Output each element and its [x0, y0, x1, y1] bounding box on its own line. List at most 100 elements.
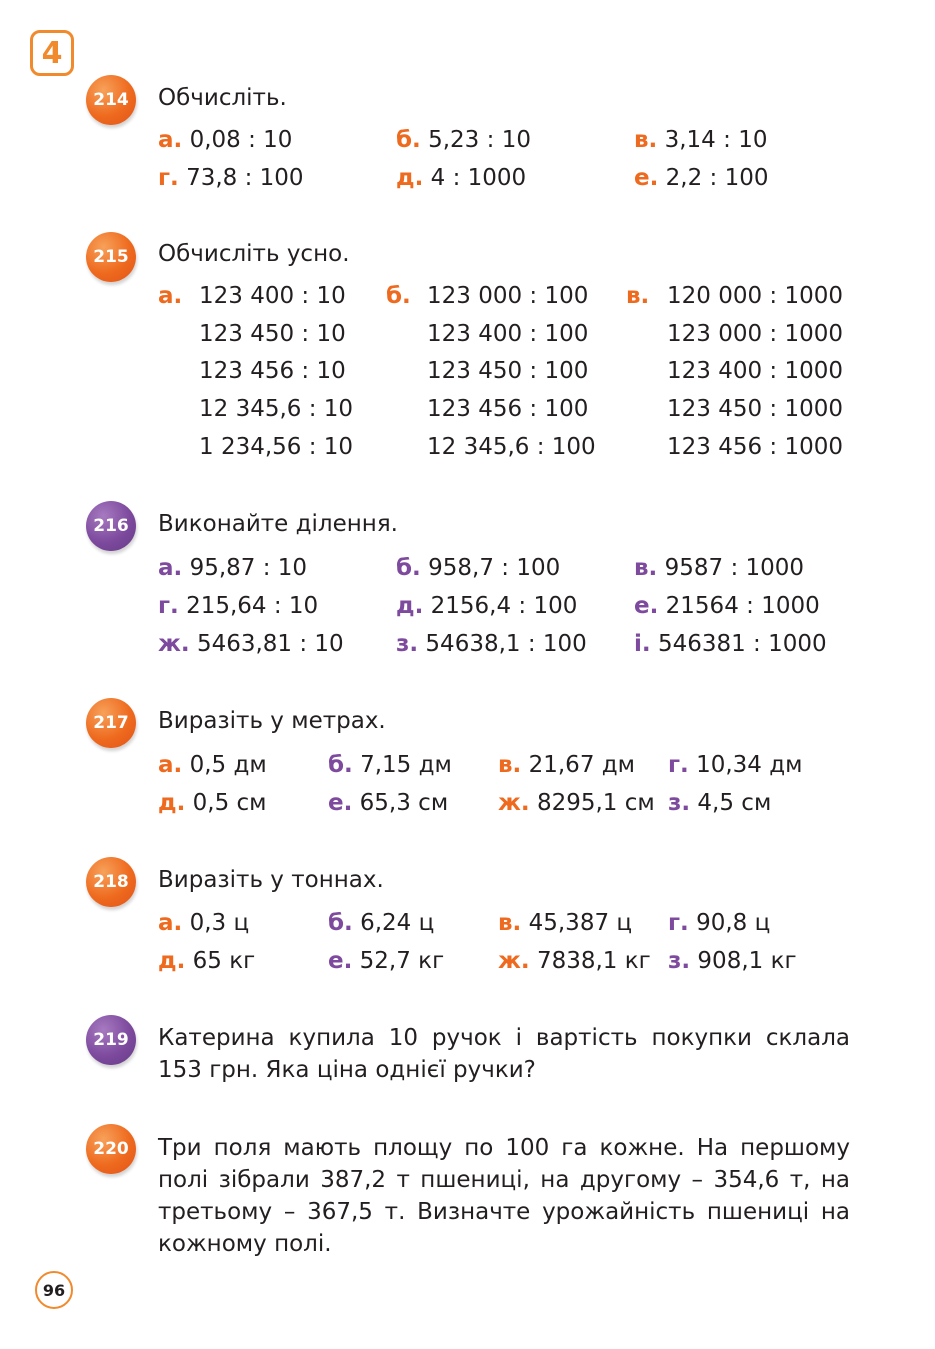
exercise-item: е. 2,2 : 100: [634, 163, 769, 193]
item-label: а.: [158, 910, 183, 936]
exercise-item: ж. 7838,1 кг: [498, 946, 651, 976]
item-expression: 958,7 : 100: [428, 555, 561, 581]
expression: 123 456 : 100: [427, 396, 589, 422]
item-expression: 0,08 : 10: [189, 127, 293, 153]
column-label: б.: [386, 283, 411, 309]
item-label: а.: [158, 555, 183, 581]
exercise-item: д. 0,5 см: [158, 788, 267, 818]
expression: 123 400 : 1000: [667, 358, 844, 384]
exercise-title: Виконайте ділення.: [158, 511, 398, 537]
item-expression: 65 кг: [192, 948, 256, 974]
exercise-item: г. 10,34 дм: [668, 750, 803, 780]
item-label: д.: [158, 948, 186, 974]
item-expression: 0,5 см: [192, 790, 267, 816]
expression: 123 000 : 1000: [667, 321, 844, 347]
item-label: е.: [634, 165, 659, 191]
item-label: е.: [328, 790, 353, 816]
item-expression: 7,15 дм: [360, 752, 452, 778]
exercise-item: е. 21564 : 1000: [634, 591, 820, 621]
item-expression: 2156,4 : 100: [430, 593, 578, 619]
exercise-item: з. 4,5 см: [668, 788, 771, 818]
item-expression: 2,2 : 100: [665, 165, 769, 191]
item-expression: 546381 : 1000: [657, 631, 827, 657]
exercise-item: в. 21,67 дм: [498, 750, 635, 780]
exercise-item: в. 9587 : 1000: [634, 553, 804, 583]
exercise-number-badge: 217: [86, 698, 136, 748]
item-expression: 0,3 ц: [189, 910, 250, 936]
exercise-item: б. 7,15 дм: [328, 750, 452, 780]
item-label: ж.: [498, 790, 530, 816]
exercise-number-badge: 215: [86, 232, 136, 282]
item-label: а.: [158, 752, 183, 778]
exercise-text: Три поля мають площу по 100 га кожне. На…: [158, 1135, 850, 1257]
item-label: д.: [158, 790, 186, 816]
item-expression: 10,34 дм: [696, 752, 803, 778]
item-expression: 90,8 ц: [696, 910, 771, 936]
expression: 12 345,6 : 10: [199, 396, 354, 422]
expression: 123 450 : 100: [427, 358, 589, 384]
item-expression: 73,8 : 100: [186, 165, 304, 191]
exercise-item: е. 52,7 кг: [328, 946, 444, 976]
item-label: з.: [668, 790, 691, 816]
expression: 1 234,56 : 10: [199, 434, 354, 460]
item-label: ж.: [158, 631, 190, 657]
item-label: в.: [634, 555, 658, 581]
expression: 123 456 : 1000: [667, 434, 844, 460]
expression: 120 000 : 1000: [667, 283, 844, 309]
item-expression: 45,387 ц: [528, 910, 633, 936]
item-expression: 908,1 кг: [697, 948, 797, 974]
expression: 123 000 : 100: [427, 283, 589, 309]
exercise-item: а. 0,3 ц: [158, 908, 249, 938]
exercise-title: Виразіть у метрах.: [158, 708, 386, 734]
item-label: б.: [396, 127, 421, 153]
exercise-number-badge: 219: [86, 1015, 136, 1065]
item-expression: 4 : 1000: [430, 165, 527, 191]
exercise-item: в. 3,14 : 10: [634, 125, 767, 155]
exercise-title: Обчисліть.: [158, 85, 287, 111]
item-label: г.: [158, 165, 179, 191]
exercise-number-badge: 218: [86, 857, 136, 907]
exercise-number-badge: 214: [86, 75, 136, 125]
item-expression: 52,7 кг: [359, 948, 445, 974]
exercise-item: і. 546381 : 1000: [634, 629, 827, 659]
item-expression: 21564 : 1000: [665, 593, 820, 619]
exercise-item: д. 65 кг: [158, 946, 255, 976]
exercise-number-badge: 220: [86, 1124, 136, 1174]
item-expression: 3,14 : 10: [664, 127, 768, 153]
item-label: в.: [634, 127, 658, 153]
item-expression: 7838,1 кг: [536, 948, 651, 974]
item-label: б.: [328, 910, 353, 936]
expression: 123 400 : 10: [199, 283, 346, 309]
exercise-item: г. 73,8 : 100: [158, 163, 304, 193]
exercise-item: б. 5,23 : 10: [396, 125, 531, 155]
exercise-item: ж. 5463,81 : 10: [158, 629, 344, 659]
exercise-item: г. 215,64 : 10: [158, 591, 318, 621]
exercise-item: б. 6,24 ц: [328, 908, 434, 938]
item-label: е.: [328, 948, 353, 974]
column-label: в.: [626, 283, 650, 309]
exercise-item: а. 95,87 : 10: [158, 553, 307, 583]
exercise-number-badge: 216: [86, 501, 136, 551]
exercise-title: Виразіть у тоннах.: [158, 867, 384, 893]
expression: 12 345,6 : 100: [427, 434, 596, 460]
item-label: і.: [634, 631, 651, 657]
item-expression: 215,64 : 10: [186, 593, 319, 619]
item-expression: 5463,81 : 10: [196, 631, 344, 657]
exercise-item: а. 0,08 : 10: [158, 125, 292, 155]
item-label: е.: [634, 593, 659, 619]
expression: 123 450 : 10: [199, 321, 346, 347]
exercise-item: а. 0,5 дм: [158, 750, 267, 780]
item-label: б.: [396, 555, 421, 581]
item-expression: 0,5 дм: [189, 752, 267, 778]
expression: 123 456 : 10: [199, 358, 346, 384]
exercise-item: д. 2156,4 : 100: [396, 591, 577, 621]
item-label: з.: [668, 948, 691, 974]
item-label: г.: [668, 910, 689, 936]
exercise-item: з. 908,1 кг: [668, 946, 797, 976]
expression: 123 400 : 100: [427, 321, 589, 347]
exercise-item: б. 958,7 : 100: [396, 553, 560, 583]
exercise-item: ж. 8295,1 см: [498, 788, 655, 818]
item-expression: 54638,1 : 100: [425, 631, 587, 657]
exercise-item: г. 90,8 ц: [668, 908, 770, 938]
item-expression: 6,24 ц: [360, 910, 435, 936]
